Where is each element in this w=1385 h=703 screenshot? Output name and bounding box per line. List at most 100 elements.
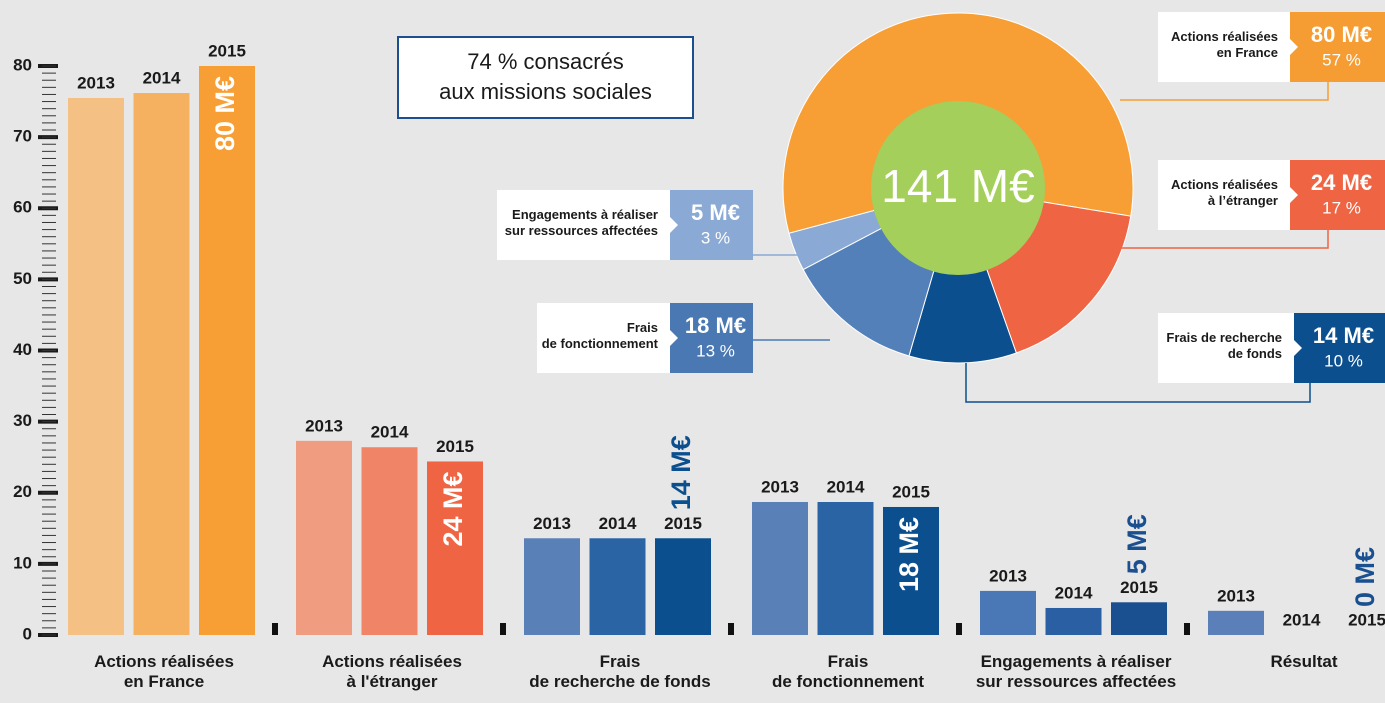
year-label: 2014 xyxy=(1055,583,1093,602)
year-label: 2014 xyxy=(599,514,637,533)
y-tick-label: 50 xyxy=(13,269,32,288)
callout-value-box xyxy=(1290,12,1385,82)
bar xyxy=(980,590,1036,635)
x-tick-label: Actions réalisées en France xyxy=(94,652,234,692)
annotation-box xyxy=(397,36,694,119)
center-label: 141 M€ xyxy=(881,160,1034,212)
y-tick-label: 10 xyxy=(13,553,32,572)
callout-label-box xyxy=(537,303,670,373)
value-label: 80 M€ xyxy=(210,76,240,151)
callout-arrow xyxy=(1290,187,1298,203)
year-label: 2015 xyxy=(892,482,930,501)
bar xyxy=(427,461,483,635)
callout-value-box xyxy=(670,190,753,260)
bar xyxy=(1045,607,1102,635)
year-label: 2015 xyxy=(208,41,246,60)
year-label: 2015 xyxy=(436,437,474,456)
bar xyxy=(133,93,190,636)
leader-line xyxy=(965,363,1311,403)
group-separator xyxy=(272,623,278,635)
year-label: 2013 xyxy=(989,566,1027,585)
group-separator xyxy=(500,623,506,635)
x-tick-label: Engagements à réaliser sur ressources af… xyxy=(975,652,1177,692)
callout-percent: 13 % xyxy=(696,341,735,360)
callout-value-box xyxy=(1294,313,1385,383)
leader-line xyxy=(1110,230,1329,249)
bar xyxy=(752,501,808,635)
y-tick-label: 20 xyxy=(13,482,32,501)
group-separator xyxy=(1184,623,1190,635)
value-label: 14 M€ xyxy=(666,435,696,510)
callout-value: 18 M€ xyxy=(685,313,746,338)
year-label: 2015 xyxy=(1348,610,1385,629)
y-tick-label: 60 xyxy=(13,198,32,217)
year-label: 2013 xyxy=(77,73,115,92)
year-label: 2014 xyxy=(827,477,865,496)
callout-label: Engagements à réaliser sur ressources af… xyxy=(504,207,658,238)
callout-percent: 17 % xyxy=(1322,198,1361,217)
value-label: 0 M€ xyxy=(1350,547,1380,607)
callout-percent: 57 % xyxy=(1322,50,1361,69)
callout-percent: 10 % xyxy=(1324,351,1363,370)
callout-value: 80 M€ xyxy=(1311,22,1372,47)
callout-label: Frais de fonctionnement xyxy=(541,320,658,351)
bar xyxy=(361,447,418,635)
callout-value-box xyxy=(670,303,753,373)
value-label: 18 M€ xyxy=(894,517,924,592)
bar xyxy=(1208,610,1264,635)
callout-label-box xyxy=(497,190,670,260)
year-label: 2013 xyxy=(533,514,571,533)
value-label: 24 M€ xyxy=(438,471,468,546)
callout-label: Frais de recherche de fonds xyxy=(1166,330,1282,361)
year-label: 2013 xyxy=(1217,586,1255,605)
bar xyxy=(655,538,711,635)
callout-arrow xyxy=(1294,340,1302,356)
pie-center xyxy=(871,101,1045,275)
bar xyxy=(524,538,580,635)
year-label: 2014 xyxy=(143,69,181,88)
x-tick-label: Actions réalisées à l'étranger xyxy=(322,652,462,692)
bar xyxy=(1111,602,1167,635)
value-label: 5 M€ xyxy=(1122,514,1152,574)
year-label: 2015 xyxy=(664,514,702,533)
bar xyxy=(68,98,124,636)
y-tick-label: 40 xyxy=(13,340,32,359)
callout-percent: 3 % xyxy=(701,228,730,247)
leader-line xyxy=(1120,82,1329,101)
pie-slice xyxy=(908,186,1017,364)
y-tick-label: 0 xyxy=(23,624,32,643)
callout-arrow xyxy=(670,217,678,233)
year-label: 2014 xyxy=(1283,610,1321,629)
bar xyxy=(296,440,352,635)
callout-label: Actions réalisées à l’étranger xyxy=(1171,177,1278,208)
bar xyxy=(883,506,939,635)
year-label: 2015 xyxy=(1120,578,1158,597)
callout-label-box xyxy=(1158,12,1290,82)
callout-arrow xyxy=(1290,39,1298,55)
y-tick-label: 70 xyxy=(13,127,32,146)
x-tick-label: Frais de fonctionnement xyxy=(771,652,925,692)
x-tick-label: Résultat xyxy=(1270,652,1338,671)
callout-value-box xyxy=(1290,160,1385,230)
year-label: 2014 xyxy=(371,423,409,442)
callout-value: 24 M€ xyxy=(1311,170,1372,195)
annotation: 74 % consacrés aux missions sociales xyxy=(439,49,652,104)
x-tick-label: Frais de recherche de fonds xyxy=(529,652,711,692)
callout-value: 5 M€ xyxy=(691,200,740,225)
callout-value: 14 M€ xyxy=(1313,323,1374,348)
year-label: 2013 xyxy=(761,477,799,496)
callout-label: Actions réalisées en France xyxy=(1171,29,1278,60)
callout-label-box xyxy=(1158,313,1294,383)
year-label: 2013 xyxy=(305,416,343,435)
callout-arrow xyxy=(670,330,678,346)
bar xyxy=(817,501,874,635)
callout-label-box xyxy=(1158,160,1290,230)
bar xyxy=(199,66,255,635)
group-separator xyxy=(956,623,962,635)
bar xyxy=(589,538,646,635)
y-tick-label: 30 xyxy=(13,411,32,430)
y-tick-label: 80 xyxy=(13,55,32,74)
group-separator xyxy=(728,623,734,635)
